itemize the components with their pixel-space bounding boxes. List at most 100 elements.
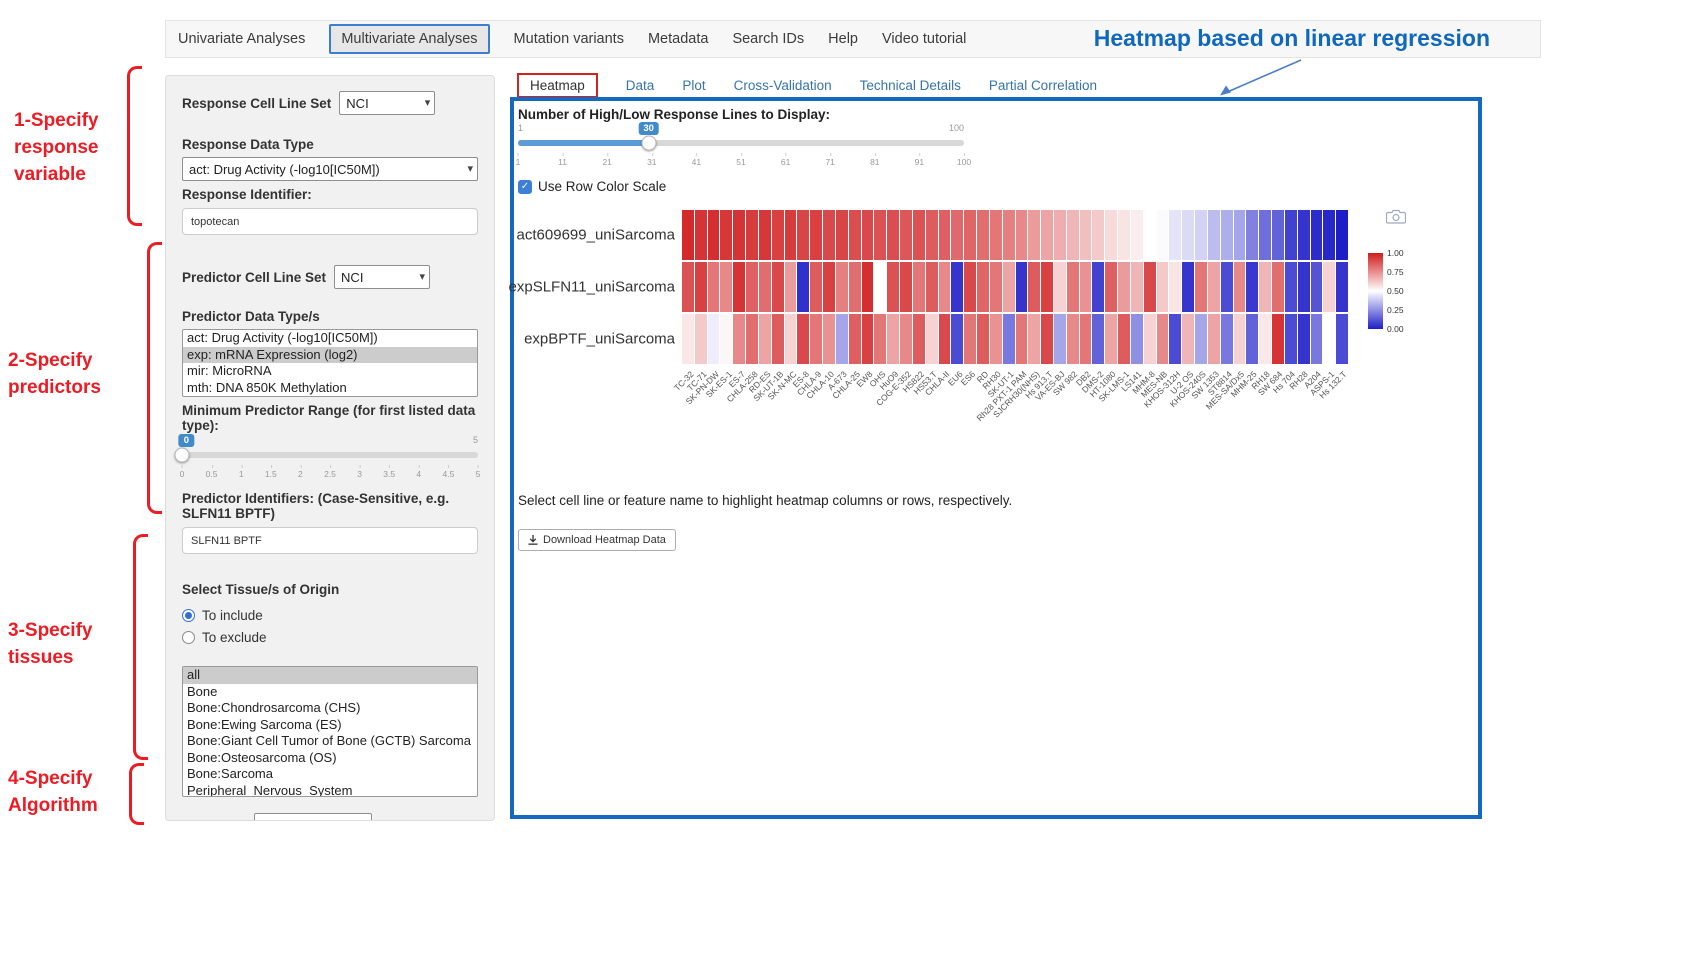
tab-heatmap[interactable]: Heatmap bbox=[517, 72, 598, 98]
heatmap-cell[interactable] bbox=[707, 314, 720, 364]
heatmap-cell[interactable] bbox=[1053, 262, 1066, 312]
heatmap-cell[interactable] bbox=[758, 210, 771, 260]
heatmap-cell[interactable] bbox=[1182, 210, 1195, 260]
heatmap-cell[interactable] bbox=[951, 262, 964, 312]
range-slider-track[interactable] bbox=[182, 452, 478, 458]
heatmap-row-label[interactable]: expBPTF_uniSarcoma bbox=[524, 330, 675, 348]
predictor-type-option-act-drug-activity-log10-ic50m[interactable]: act: Drug Activity (-log10[IC50M]) bbox=[187, 330, 378, 345]
heatmap-cell[interactable] bbox=[810, 314, 823, 364]
heatmap-cell[interactable] bbox=[1156, 210, 1169, 260]
response-data-type-select[interactable]: act: Drug Activity (-log10[IC50M]) ▾ bbox=[182, 157, 478, 181]
heatmap-cell[interactable] bbox=[1169, 314, 1182, 364]
heatmap-cell[interactable] bbox=[1130, 210, 1143, 260]
heatmap-cell[interactable] bbox=[1105, 262, 1118, 312]
heatmap-cell[interactable] bbox=[1118, 314, 1130, 364]
heatmap-cell[interactable] bbox=[746, 262, 758, 312]
range-slider[interactable]: 5 0 0 0.5 1 1.5 2 2.5 3 3.5 4 4.5 5 bbox=[174, 434, 480, 483]
heatmap-cell[interactable] bbox=[964, 210, 977, 260]
heatmap-cell[interactable] bbox=[912, 210, 925, 260]
heatmap-cell[interactable] bbox=[1156, 314, 1169, 364]
heatmap-cell[interactable] bbox=[1105, 314, 1118, 364]
heatmap-cell[interactable] bbox=[1169, 262, 1182, 312]
heatmap-cell[interactable] bbox=[1015, 262, 1028, 312]
heatmap-cell[interactable] bbox=[1066, 314, 1079, 364]
heatmap-cell[interactable] bbox=[1079, 262, 1092, 312]
heatmap-cell[interactable] bbox=[1272, 210, 1284, 260]
nav-item-multivariate-analyses[interactable]: Multivariate Analyses bbox=[329, 24, 490, 54]
heatmap-cell[interactable] bbox=[1015, 210, 1028, 260]
heatmap-cell[interactable] bbox=[720, 210, 733, 260]
heatmap-cell[interactable] bbox=[1323, 314, 1336, 364]
heatmap-cell[interactable] bbox=[912, 314, 925, 364]
lines-slider[interactable]: 1 100 30 1 11 21 31 41 51 61 71 81 91 100 bbox=[516, 122, 971, 171]
row-color-scale-checkbox[interactable]: ✓ bbox=[518, 179, 532, 194]
response-cell-line-set-select[interactable]: NCI ▾ bbox=[339, 91, 436, 115]
heatmap-cell[interactable] bbox=[707, 262, 720, 312]
heatmap-cell[interactable] bbox=[1272, 262, 1284, 312]
heatmap-cell[interactable] bbox=[1143, 210, 1156, 260]
tab-cross-validation[interactable]: Cross-Validation bbox=[733, 77, 832, 93]
heatmap-cell[interactable] bbox=[938, 210, 951, 260]
heatmap-cell[interactable] bbox=[1310, 314, 1323, 364]
heatmap-cell[interactable] bbox=[1118, 262, 1130, 312]
nav-item-mutation-variants[interactable]: Mutation variants bbox=[513, 31, 624, 47]
heatmap-cell[interactable] bbox=[1220, 314, 1233, 364]
heatmap-cell[interactable] bbox=[694, 262, 707, 312]
heatmap-cell[interactable] bbox=[938, 262, 951, 312]
heatmap-cell[interactable] bbox=[874, 262, 887, 312]
heatmap-cell[interactable] bbox=[1297, 210, 1310, 260]
heatmap-cell[interactable] bbox=[797, 314, 810, 364]
heatmap-cell[interactable] bbox=[1233, 210, 1246, 260]
tissue-option-bone-sarcoma[interactable]: Bone:Sarcoma bbox=[187, 766, 273, 781]
heatmap-cell[interactable] bbox=[1207, 314, 1220, 364]
heatmap-cell[interactable] bbox=[1246, 262, 1259, 312]
heatmap-cell[interactable] bbox=[1105, 210, 1118, 260]
heatmap-cell[interactable] bbox=[1182, 262, 1195, 312]
tissue-option-bone-giant-cell-tumor-of-bone-gctb-sarcoma[interactable]: Bone:Giant Cell Tumor of Bone (GCTB) Sar… bbox=[187, 733, 471, 748]
heatmap-cell[interactable] bbox=[887, 314, 900, 364]
predictor-type-option-mir-microrna[interactable]: mir: MicroRNA bbox=[187, 363, 272, 378]
heatmap-cell[interactable] bbox=[733, 262, 746, 312]
heatmap-cell[interactable] bbox=[1233, 314, 1246, 364]
heatmap-cell[interactable] bbox=[1336, 262, 1348, 312]
heatmap-cell[interactable] bbox=[797, 262, 810, 312]
heatmap-cell[interactable] bbox=[694, 210, 707, 260]
heatmap-cell[interactable] bbox=[900, 262, 912, 312]
heatmap-cell[interactable] bbox=[797, 210, 810, 260]
heatmap-cell[interactable] bbox=[1143, 262, 1156, 312]
heatmap-cell[interactable] bbox=[887, 210, 900, 260]
heatmap-cell[interactable] bbox=[1041, 314, 1053, 364]
tab-technical-details[interactable]: Technical Details bbox=[859, 77, 961, 93]
heatmap-cell[interactable] bbox=[848, 314, 861, 364]
heatmap-cell[interactable] bbox=[925, 262, 938, 312]
heatmap-cell[interactable] bbox=[848, 262, 861, 312]
heatmap-cell[interactable] bbox=[874, 314, 887, 364]
heatmap-cell[interactable] bbox=[1259, 262, 1272, 312]
heatmap-cell[interactable] bbox=[977, 262, 989, 312]
predictor-cell-line-set-select[interactable]: NCI ▾ bbox=[334, 265, 431, 289]
heatmap-cell[interactable] bbox=[810, 210, 823, 260]
heatmap-cell[interactable] bbox=[1066, 262, 1079, 312]
heatmap-cell[interactable] bbox=[1220, 210, 1233, 260]
heatmap-cell[interactable] bbox=[771, 210, 784, 260]
heatmap-cell[interactable] bbox=[1041, 262, 1053, 312]
heatmap-cell[interactable] bbox=[1259, 210, 1272, 260]
heatmap-cell[interactable] bbox=[1284, 262, 1297, 312]
tissue-option-all[interactable]: all bbox=[183, 667, 477, 684]
heatmap-cell[interactable] bbox=[835, 210, 848, 260]
tissue-radio-to-include[interactable]: To include bbox=[182, 604, 478, 626]
heatmap-cell[interactable] bbox=[823, 262, 835, 312]
heatmap-row-label[interactable]: act609699_uniSarcoma bbox=[516, 226, 675, 244]
heatmap-cell[interactable] bbox=[1297, 262, 1310, 312]
lines-slider-handle[interactable] bbox=[641, 135, 657, 151]
nav-item-help[interactable]: Help bbox=[828, 31, 858, 47]
heatmap-cell[interactable] bbox=[938, 314, 951, 364]
predictor-type-option-mth-dna-850k-methylation[interactable]: mth: DNA 850K Methylation bbox=[187, 379, 347, 395]
heatmap-cell[interactable] bbox=[1323, 262, 1336, 312]
heatmap-cell[interactable] bbox=[771, 262, 784, 312]
heatmap-cell[interactable] bbox=[1284, 210, 1297, 260]
heatmap-cell[interactable] bbox=[1233, 262, 1246, 312]
heatmap-cell[interactable] bbox=[861, 262, 874, 312]
heatmap-cell[interactable] bbox=[1310, 262, 1323, 312]
heatmap-cell[interactable] bbox=[733, 210, 746, 260]
